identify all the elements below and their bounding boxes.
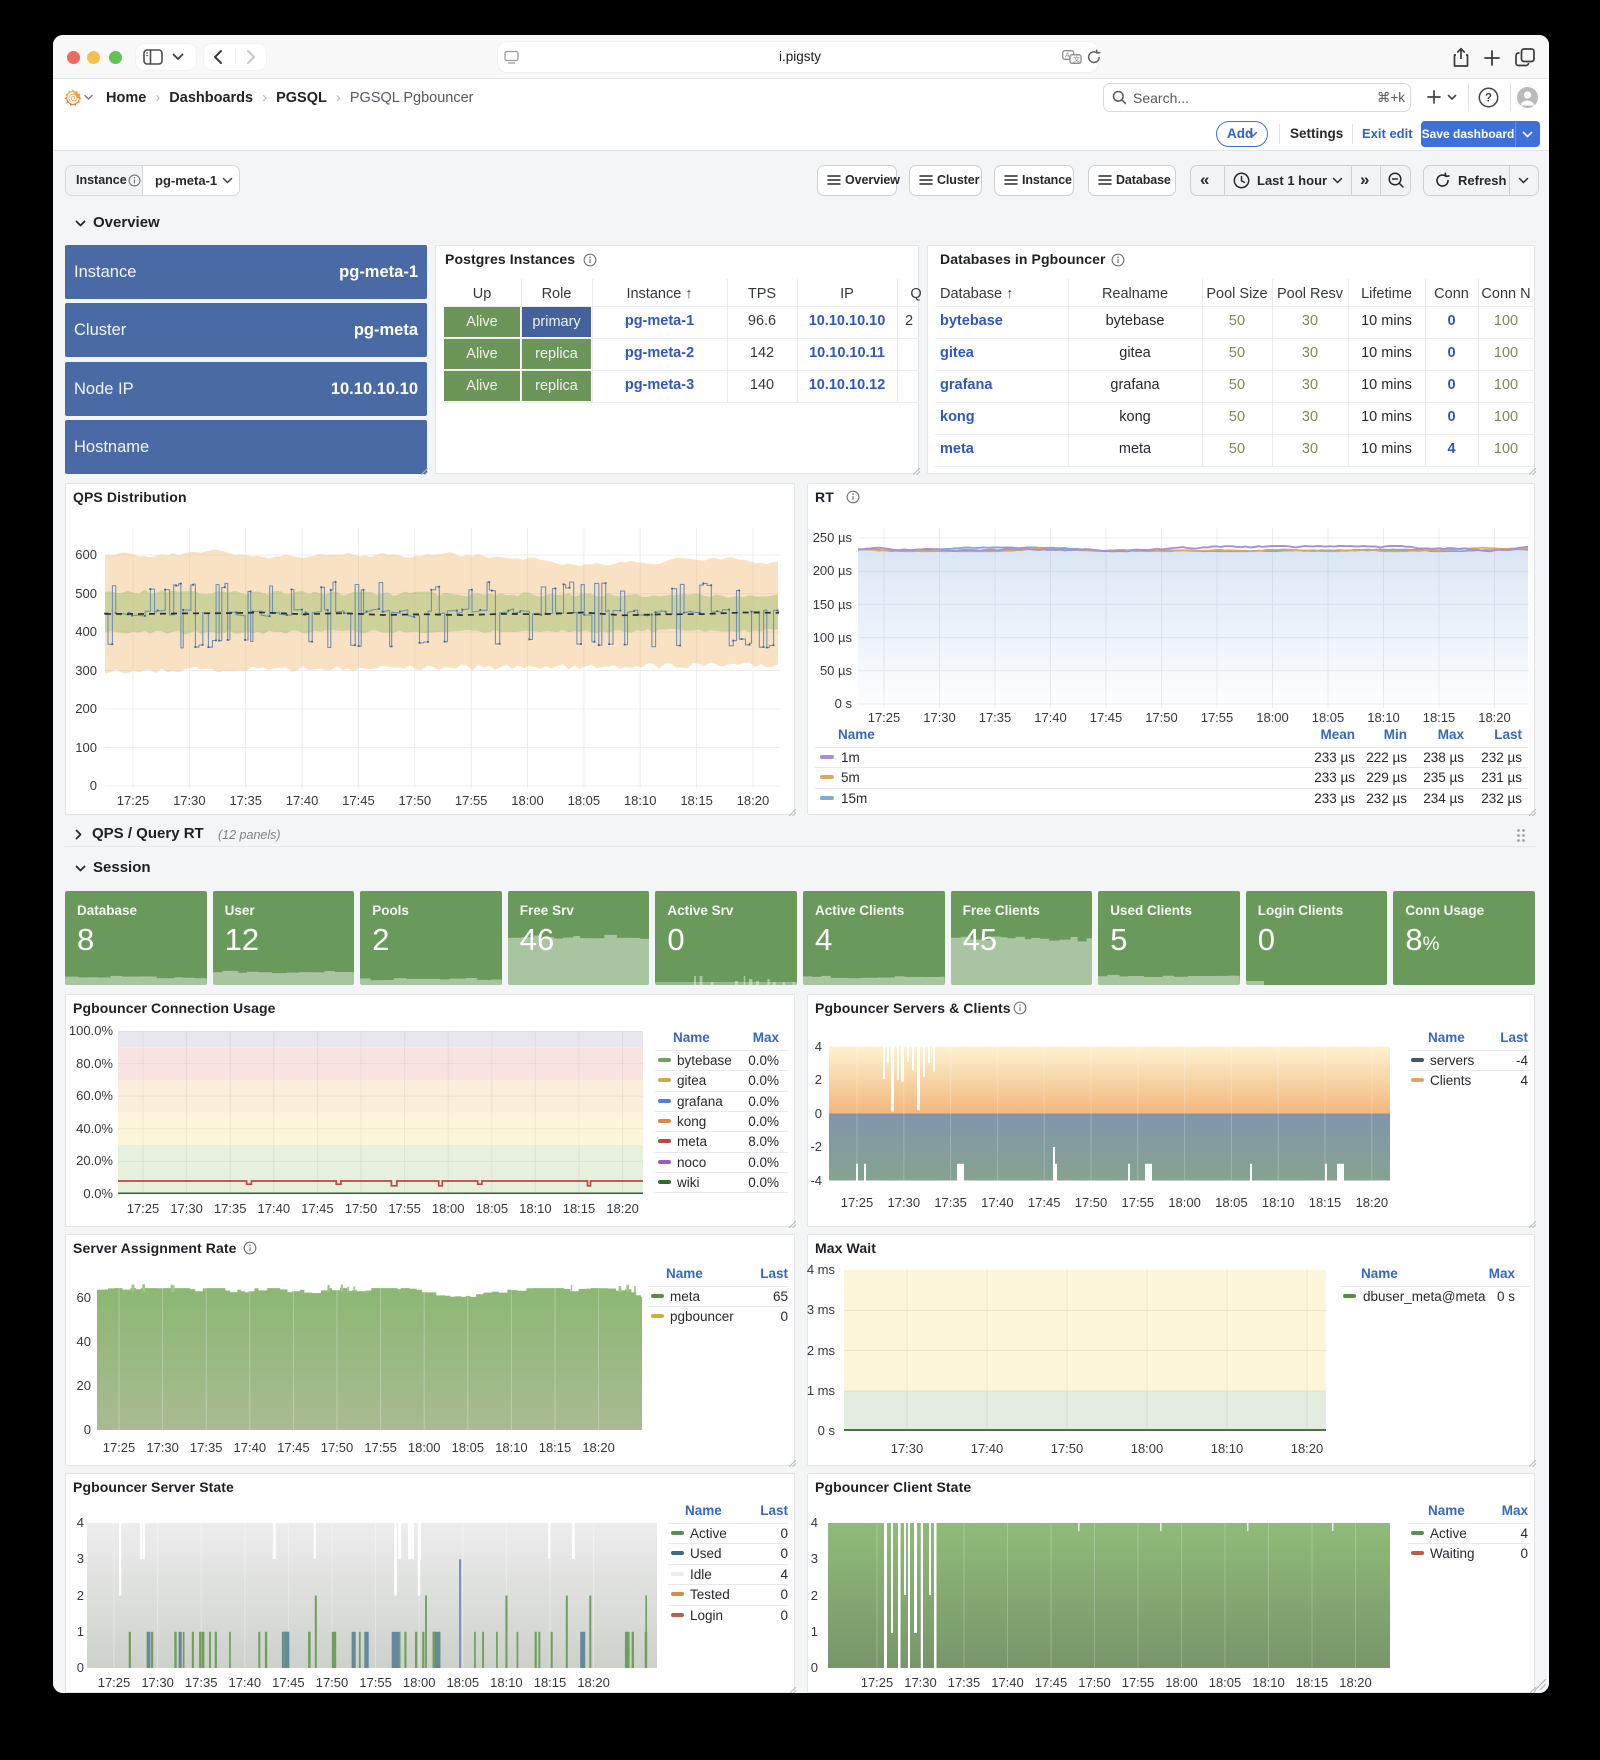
svg-text:A: A	[1065, 53, 1070, 60]
svg-text:文: 文	[1073, 55, 1080, 64]
svg-text:?: ?	[1485, 93, 1492, 105]
